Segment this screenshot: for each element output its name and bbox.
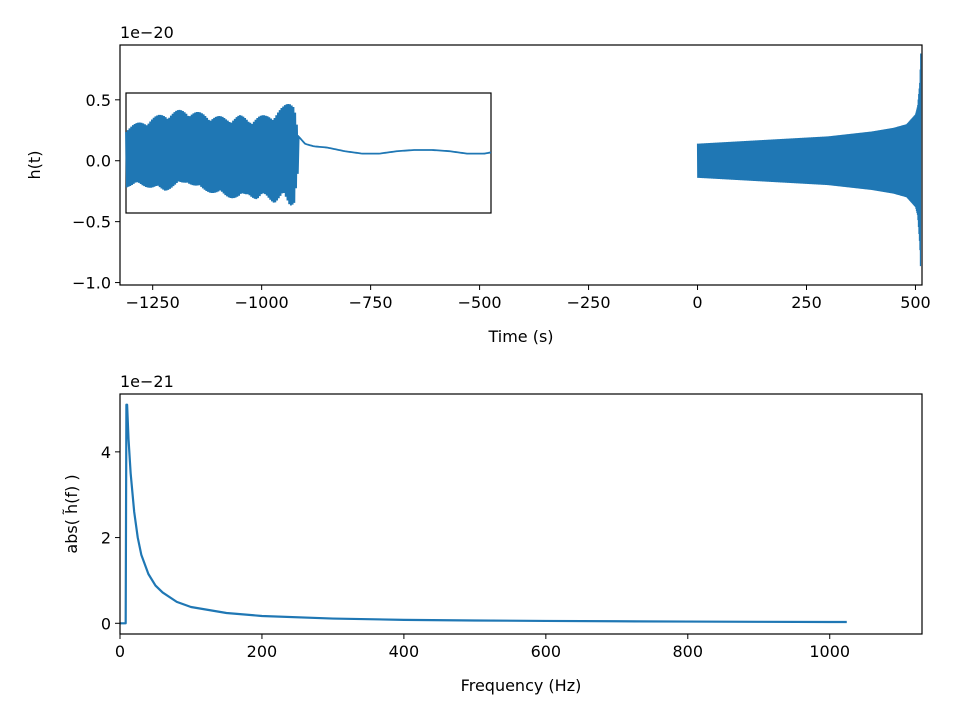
time-domain-waveform-line <box>696 53 922 267</box>
time-domain-x-tick-label: −750 <box>349 293 393 312</box>
time-domain-x-tick-label: −250 <box>567 293 611 312</box>
frequency-domain-plot-area <box>120 403 847 625</box>
inset-waveform-line <box>125 104 492 206</box>
frequency-domain-x-tick-label: 200 <box>247 642 278 661</box>
time-domain-x-tick-label: 500 <box>900 293 931 312</box>
frequency-domain-x-tick-label: 800 <box>673 642 704 661</box>
frequency-domain-offset-text: 1e−21 <box>120 372 174 391</box>
time-domain-y-tick-label: −0.5 <box>72 213 111 232</box>
time-domain-x-tick-label: 250 <box>791 293 822 312</box>
frequency-domain-y-tick-label: 0 <box>101 614 111 633</box>
time-domain-x-axis-label: Time (s) <box>487 327 553 346</box>
time-domain-y-axis-label: h(t) <box>25 151 44 180</box>
time-domain-y-tick-label: 0.5 <box>86 91 111 110</box>
time-domain-axes: −1250 −1000 −750 −500 −250 0 250 500 −1.0 −0.5 0.… <box>25 23 931 346</box>
frequency-domain-x-tick-label: 1000 <box>809 642 850 661</box>
time-domain-x-tick-label: 0 <box>692 293 702 312</box>
time-domain-series-group <box>125 53 922 267</box>
spectrum-line <box>120 403 847 625</box>
time-domain-y-tick-label: −1.0 <box>72 274 111 293</box>
time-domain-x-tick-label: −1250 <box>126 293 180 312</box>
time-domain-plot-area <box>125 53 922 267</box>
frequency-domain-x-axis-label: Frequency (Hz) <box>461 676 582 695</box>
time-domain-x-tick-label: −1000 <box>235 293 289 312</box>
time-domain-frame <box>119 44 923 286</box>
time-domain-y-tick-label: 0.0 <box>86 152 111 171</box>
time-domain-x-ticks: −1250 −1000 −750 −500 −250 0 250 500 <box>126 285 931 312</box>
frequency-domain-y-tick-label: 2 <box>101 529 111 548</box>
frequency-domain-y-axis-label: abs( h̃(f) ) <box>62 474 81 553</box>
frequency-domain-y-ticks: 0 2 4 <box>101 443 120 633</box>
frequency-domain-x-tick-label: 0 <box>115 642 125 661</box>
frequency-domain-frame <box>119 393 923 635</box>
frequency-domain-axes: 0 200 400 600 800 1000 0 2 4 1e−21 Frequency (H… <box>62 372 923 695</box>
time-domain-y-ticks: −1.0 −0.5 0.0 0.5 <box>72 91 120 293</box>
time-domain-x-tick-label: −500 <box>458 293 502 312</box>
frequency-domain-y-tick-label: 4 <box>101 443 111 462</box>
time-domain-offset-text: 1e−20 <box>120 23 174 42</box>
frequency-domain-x-tick-label: 600 <box>531 642 562 661</box>
inset-axes <box>125 92 492 214</box>
frequency-domain-x-ticks: 0 200 400 600 800 1000 <box>115 634 850 661</box>
frequency-domain-x-tick-label: 400 <box>389 642 420 661</box>
